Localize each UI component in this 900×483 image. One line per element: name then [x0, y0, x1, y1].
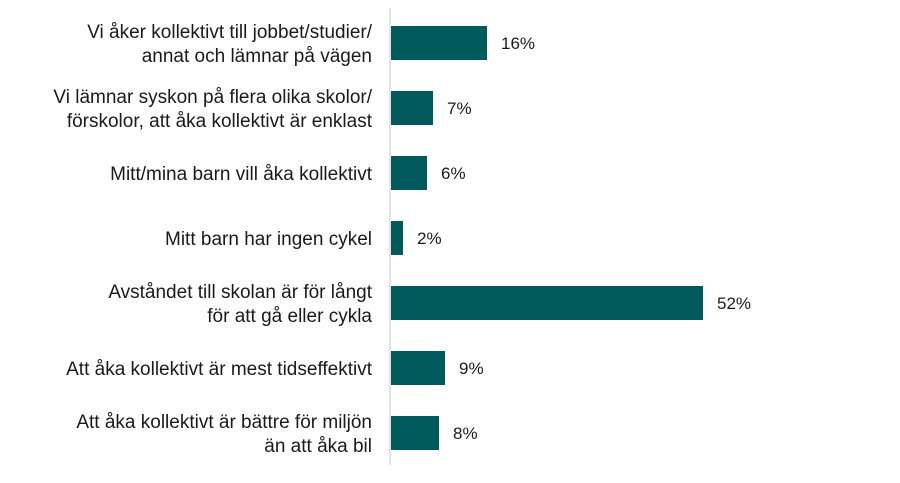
bar-3: [391, 221, 403, 255]
category-label-line: annat och lämnar på vägen: [142, 46, 372, 67]
category-label-5: Att åka kollektivt är mest tidseffektivt: [66, 359, 373, 380]
category-labels-group: Vi åker kollektivt till jobbet/studier/a…: [53, 22, 372, 457]
category-label-6: Att åka kollektivt är bättre för miljön ä…: [76, 412, 372, 457]
category-label-line: Att åka kollektivt är mest tidseffektivt: [66, 359, 373, 380]
bars-group: [391, 26, 703, 450]
category-label-line: Mitt barn har ingen cykel: [165, 229, 372, 250]
category-label-line: än att åka bil: [264, 436, 372, 457]
category-label-3: Mitt barn har ingen cykel: [165, 229, 372, 250]
bar-5: [391, 351, 445, 385]
category-label-1: Vi lämnar syskon på flera olika skolor/f…: [53, 87, 372, 132]
category-label-line: Att åka kollektivt är bättre för miljön: [76, 412, 372, 433]
value-label-1: 7%: [447, 99, 472, 118]
value-label-2: 6%: [441, 164, 466, 183]
category-label-line: Vi åker kollektivt till jobbet/studier/: [87, 22, 372, 43]
bar-1: [391, 91, 433, 125]
category-label-2: Mitt/mina barn vill åka kollektivt: [110, 164, 373, 185]
category-label-line: Avståndet till skolan är för långt: [108, 282, 372, 303]
value-label-6: 8%: [453, 424, 478, 443]
category-label-0: Vi åker kollektivt till jobbet/studier/a…: [87, 22, 372, 67]
value-label-4: 52%: [717, 294, 751, 313]
category-label-line: Vi lämnar syskon på flera olika skolor/: [53, 87, 372, 108]
category-label-line: för att gå eller cykla: [207, 306, 372, 327]
category-label-4: Avståndet till skolan är för långt för at…: [108, 282, 372, 327]
category-label-line: Mitt/mina barn vill åka kollektivt: [110, 164, 373, 185]
value-label-0: 16%: [501, 34, 535, 53]
value-label-3: 2%: [417, 229, 442, 248]
bar-2: [391, 156, 427, 190]
bar-6: [391, 416, 439, 450]
bar-0: [391, 26, 487, 60]
bar-4: [391, 286, 703, 320]
value-labels-group: 16% 7% 6% 2% 52% 9% 8%: [417, 34, 751, 443]
category-label-line: förskolor, att åka kollektivt är enklast: [67, 111, 373, 132]
value-label-5: 9%: [459, 359, 484, 378]
